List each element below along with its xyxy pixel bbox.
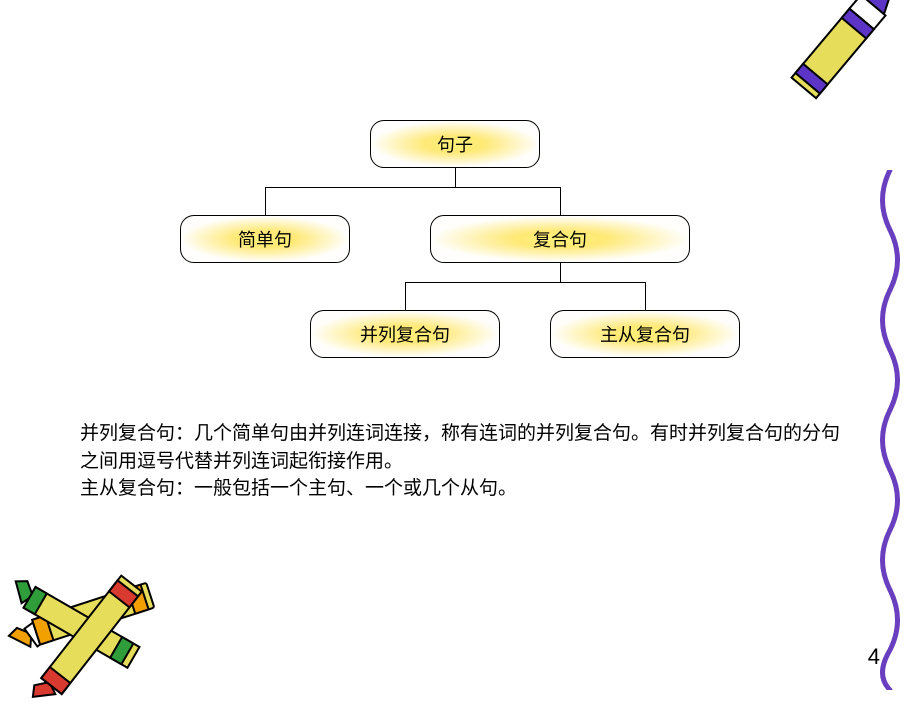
node-coordinate: 并列复合句 <box>310 310 500 358</box>
connector <box>405 282 406 310</box>
node-compound: 复合句 <box>430 215 690 263</box>
node-label: 句子 <box>437 135 473 155</box>
node-root: 句子 <box>370 120 540 168</box>
crayon-purple-icon <box>780 0 920 190</box>
connector <box>265 187 266 215</box>
connector <box>645 282 646 310</box>
paragraph-1: 并列复合句：几个简单句由并列连词连接，称有连词的并列复合句。有时并列复合句的分句… <box>80 420 840 475</box>
node-label: 复合句 <box>533 230 587 250</box>
connector <box>405 282 645 283</box>
crayons-crossed-icon <box>0 530 200 710</box>
paragraph-2: 主从复合句：一般包括一个主句、一个或几个从句。 <box>80 475 840 503</box>
node-label: 并列复合句 <box>360 325 450 345</box>
node-subordinate: 主从复合句 <box>550 310 740 358</box>
description-block: 并列复合句：几个简单句由并列连词连接，称有连词的并列复合句。有时并列复合句的分句… <box>80 420 840 503</box>
node-simple: 简单句 <box>180 215 350 263</box>
squiggle-icon <box>870 170 910 690</box>
node-label: 简单句 <box>238 230 292 250</box>
connector <box>560 187 561 215</box>
connector <box>265 187 560 188</box>
node-label: 主从复合句 <box>600 325 690 345</box>
